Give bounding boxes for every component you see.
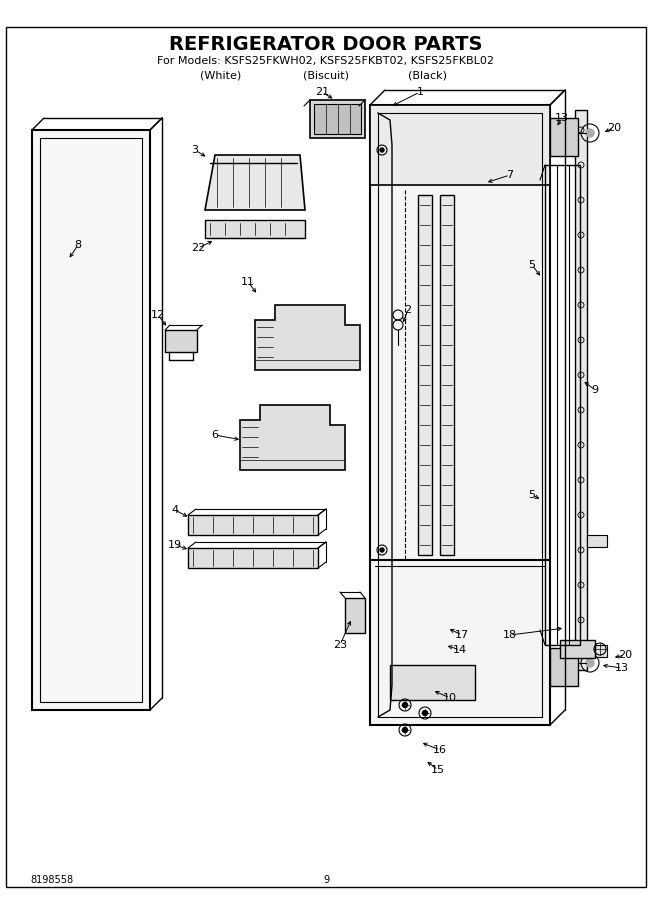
Bar bbox=[40, 138, 142, 702]
Bar bbox=[188, 548, 318, 568]
Bar bbox=[390, 665, 475, 700]
Bar bbox=[550, 648, 578, 686]
Text: 3: 3 bbox=[192, 145, 198, 155]
Bar bbox=[310, 100, 365, 138]
Text: 2: 2 bbox=[404, 305, 411, 315]
Text: 8: 8 bbox=[74, 240, 82, 250]
Text: 20: 20 bbox=[618, 650, 632, 660]
Text: (Black): (Black) bbox=[408, 71, 447, 81]
Polygon shape bbox=[205, 155, 305, 210]
Text: For Models: KSFS25FKWH02, KSFS25FKBT02, KSFS25FKBL02: For Models: KSFS25FKWH02, KSFS25FKBT02, … bbox=[158, 56, 494, 66]
Bar bbox=[370, 105, 550, 725]
Bar bbox=[440, 195, 454, 555]
Bar bbox=[345, 598, 365, 633]
Polygon shape bbox=[240, 405, 345, 470]
Text: 15: 15 bbox=[431, 765, 445, 775]
Bar bbox=[370, 105, 550, 185]
Bar bbox=[418, 195, 432, 555]
Text: 22: 22 bbox=[191, 243, 205, 253]
Text: REFRIGERATOR DOOR PARTS: REFRIGERATOR DOOR PARTS bbox=[170, 34, 482, 53]
Bar bbox=[32, 130, 150, 710]
Text: 5: 5 bbox=[529, 260, 535, 270]
Text: 12: 12 bbox=[151, 310, 165, 320]
Bar bbox=[575, 110, 587, 670]
Text: 18: 18 bbox=[503, 630, 517, 640]
Bar bbox=[165, 330, 197, 352]
Text: 20: 20 bbox=[607, 123, 621, 133]
Bar bbox=[205, 220, 305, 238]
Text: 1: 1 bbox=[417, 87, 424, 97]
Text: 16: 16 bbox=[433, 745, 447, 755]
Text: 9: 9 bbox=[323, 875, 329, 885]
Circle shape bbox=[402, 727, 408, 733]
Text: 13: 13 bbox=[615, 663, 629, 673]
Bar bbox=[314, 104, 361, 134]
Text: 11: 11 bbox=[241, 277, 255, 287]
Text: 10: 10 bbox=[443, 693, 457, 703]
Text: (White): (White) bbox=[200, 71, 241, 81]
Circle shape bbox=[380, 548, 384, 552]
Bar bbox=[188, 515, 318, 535]
Text: 4: 4 bbox=[171, 505, 179, 515]
Circle shape bbox=[586, 659, 594, 667]
Text: 5: 5 bbox=[529, 490, 535, 500]
Text: 17: 17 bbox=[455, 630, 469, 640]
Text: 19: 19 bbox=[168, 540, 182, 550]
Circle shape bbox=[586, 129, 594, 137]
Circle shape bbox=[402, 703, 408, 707]
Text: (Biscuit): (Biscuit) bbox=[303, 71, 349, 81]
Bar bbox=[550, 118, 578, 156]
Bar bbox=[560, 640, 595, 658]
Text: 9: 9 bbox=[591, 385, 599, 395]
Circle shape bbox=[422, 710, 428, 716]
Text: 8198558: 8198558 bbox=[30, 875, 73, 885]
Text: 21: 21 bbox=[315, 87, 329, 97]
Text: 23: 23 bbox=[333, 640, 347, 650]
Text: 6: 6 bbox=[211, 430, 218, 440]
Circle shape bbox=[380, 148, 384, 152]
Polygon shape bbox=[255, 305, 360, 370]
Text: 13: 13 bbox=[555, 113, 569, 123]
Text: 7: 7 bbox=[507, 170, 514, 180]
Text: 14: 14 bbox=[453, 645, 467, 655]
Bar bbox=[587, 535, 607, 547]
Bar bbox=[587, 645, 607, 657]
